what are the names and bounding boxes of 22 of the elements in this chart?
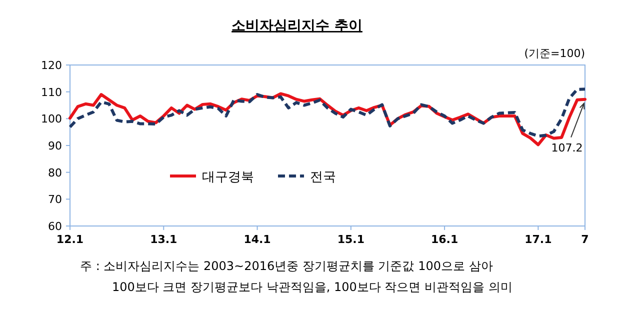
legend-label: 대구경북 <box>202 170 254 185</box>
text: 주 : 소비자심리지수는 2003~2016년중 장기평균치를 기준값 100으로 삼아 <box>80 259 493 273</box>
y-tick-label: 110 <box>41 86 62 99</box>
legend-label: 전국 <box>310 170 336 185</box>
line-series <box>68 88 586 138</box>
x-tick-label: 7 <box>581 233 589 246</box>
x-tick-label: 14.1 <box>244 233 271 246</box>
y-tick-label: 100 <box>41 112 62 126</box>
y-tick-label: 70 <box>48 193 62 206</box>
y-tick-label: 120 <box>41 59 62 72</box>
x-tick-label: 15.1 <box>337 233 364 246</box>
text: (기준=100) <box>524 47 585 60</box>
annotation: 107.2 <box>551 141 583 154</box>
x-tick-label: 13.1 <box>150 233 178 246</box>
x-tick-label: 16.1 <box>430 233 458 246</box>
text: 100보다 크면 장기평균보다 낙관적임을, 100보다 작으면 비관적임을 의미 <box>112 280 512 294</box>
y-tick-label: 60 <box>48 220 62 233</box>
chart-title: 소비자심리지수 추이 <box>232 18 362 34</box>
x-tick-label: 17.1 <box>524 233 552 246</box>
y-tick-label: 90 <box>48 140 62 152</box>
x-tick-label: 12.1 <box>56 233 84 246</box>
y-tick-label: 80 <box>48 166 62 180</box>
